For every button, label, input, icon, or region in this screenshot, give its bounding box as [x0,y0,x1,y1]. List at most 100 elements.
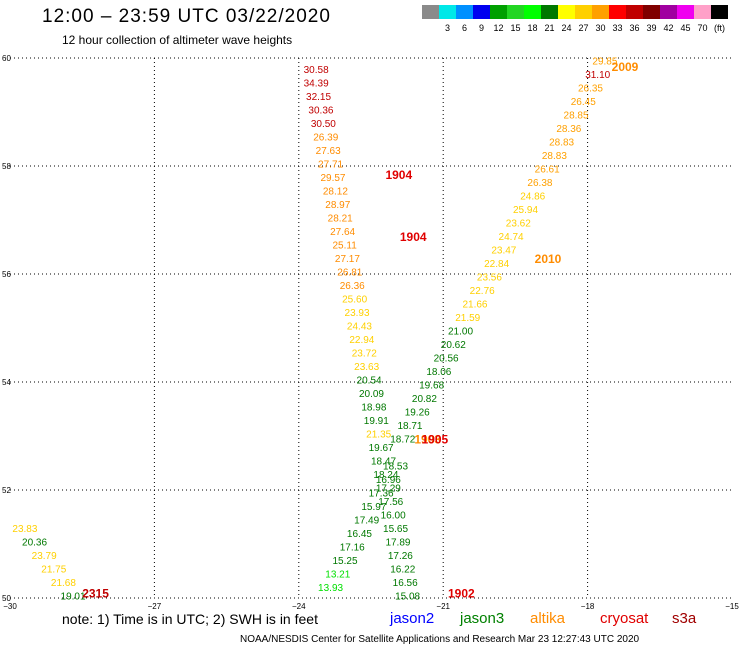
color-swatch [575,5,592,19]
wave-height-value: 17.29 [376,483,401,494]
color-swatch [439,5,456,19]
swatch-label: 27 [578,23,588,33]
color-swatch [507,5,524,19]
axis-ticks: −30 −27 −24 −21 −18 −15 50 52 54 56 58 60 [2,54,739,611]
swatch-label: 21 [544,23,554,33]
swatch-label: 12 [493,23,503,33]
swatch-label: 24 [561,23,571,33]
wave-height-value: 16.45 [347,529,372,540]
color-swatch [524,5,541,19]
wave-height-value: 22.76 [470,286,495,297]
x-tick-label: −21 [436,602,450,611]
swatch-label: 18 [527,23,537,33]
swatch-label: 15 [510,23,520,33]
color-swatch [677,5,694,19]
wave-height-value: 20.62 [441,340,466,351]
swatch-label: 45 [680,23,690,33]
wave-height-value: 29.85 [592,57,617,68]
wave-height-value: 25.11 [332,240,357,251]
wave-height-value: 21.68 [51,578,76,589]
x-tick-label: −30 [3,602,17,611]
wave-height-value: 18.24 [373,470,398,481]
wave-height-value: 15.65 [383,524,408,535]
wave-height-value: 26.36 [340,281,365,292]
wave-height-value: 29.57 [320,173,345,184]
y-tick-label: 50 [2,594,11,603]
wave-height-value: 20.36 [22,537,47,548]
wave-height-value: 31.10 [585,70,610,81]
wave-height-value: 27.63 [316,146,341,157]
wave-height-value: 17.89 [385,537,410,548]
map-grid [10,57,732,599]
wave-height-value: 22.94 [349,335,374,346]
swatch-label: 9 [479,23,484,33]
footer-credit: NOAA/NESDIS Center for Satellite Applica… [240,634,640,645]
wave-height-value: 24.74 [499,232,524,243]
wave-height-value: 26.38 [527,178,552,189]
wave-height-value: 15.25 [332,556,357,567]
y-tick-label: 58 [2,162,11,171]
wave-height-value: 27.64 [330,227,355,238]
wave-height-value: 26.45 [571,97,596,108]
wave-height-value: 27.71 [318,159,343,170]
x-tick-label: −18 [581,602,595,611]
wave-height-value: 26.61 [535,165,560,176]
wave-height-value: 19.01 [61,591,86,602]
swatch-label: 30 [595,23,605,33]
color-swatch [660,5,677,19]
wave-height-value: 19.91 [364,416,389,427]
color-swatch [711,5,728,19]
color-swatch [643,5,660,19]
wave-height-value: 19.68 [419,381,444,392]
chart-title: 12:00 – 23:59 UTC 03/22/2020 [42,6,331,27]
pass-time-label: 1904 [385,168,412,182]
x-tick-label: −27 [148,602,162,611]
wave-height-value: 23.63 [354,362,379,373]
swatch-label: 6 [462,23,467,33]
legend-jason2: jason2 [390,610,435,627]
wave-height-value: 30.50 [311,119,336,130]
pass-time-label: 1902 [448,587,475,601]
color-swatch [592,5,609,19]
color-swatch [490,5,507,19]
color-swatch [558,5,575,19]
swatch-label: 42 [663,23,673,33]
pass-time-label: 1905 [422,433,449,447]
color-swatch [609,5,626,19]
wave-height-value: 21.66 [462,300,487,311]
pass-time-label: 2009 [612,60,639,74]
wave-height-value: 30.36 [308,105,333,116]
x-tick-label: −24 [292,602,306,611]
wave-height-value: 16.00 [381,510,406,521]
wave-height-value: 17.16 [340,543,365,554]
scale-unit: (ft) [714,23,725,33]
pass-time-label: 1903 [414,433,441,447]
wave-height-value: 17.49 [354,516,379,527]
swatch-label: 3 [445,23,450,33]
wave-height-value: 23.83 [12,524,37,535]
x-tick-label: −15 [725,602,739,611]
legend-altika: altika [530,610,566,627]
wave-height-observations: 30.58 34.39 32.15 30.36 30.50 26.39 27.63 27.71… [12,57,617,603]
wave-height-value: 26.81 [337,267,362,278]
color-swatch [626,5,643,19]
color-swatch [694,5,711,19]
wave-height-value: 21.35 [366,429,391,440]
wave-height-value: 20.56 [434,354,459,365]
color-swatch [422,5,439,19]
wave-height-value: 25.94 [513,205,538,216]
wave-height-value: 19.67 [369,443,394,454]
wave-height-value: 13.93 [318,583,343,594]
wave-height-value: 28.21 [328,213,353,224]
swatch-label: 39 [646,23,656,33]
wave-height-value: 21.59 [455,313,480,324]
wave-height-value: 18.47 [371,456,396,467]
legend-jason3: jason3 [460,610,505,627]
wave-height-value: 23.79 [32,551,57,562]
pass-time-label: 2315 [82,587,109,601]
legend-s3a: s3a [672,610,697,627]
wave-height-value: 23.72 [352,348,377,359]
wave-height-value: 18.98 [361,402,386,413]
wave-height-value: 17.36 [369,489,394,500]
